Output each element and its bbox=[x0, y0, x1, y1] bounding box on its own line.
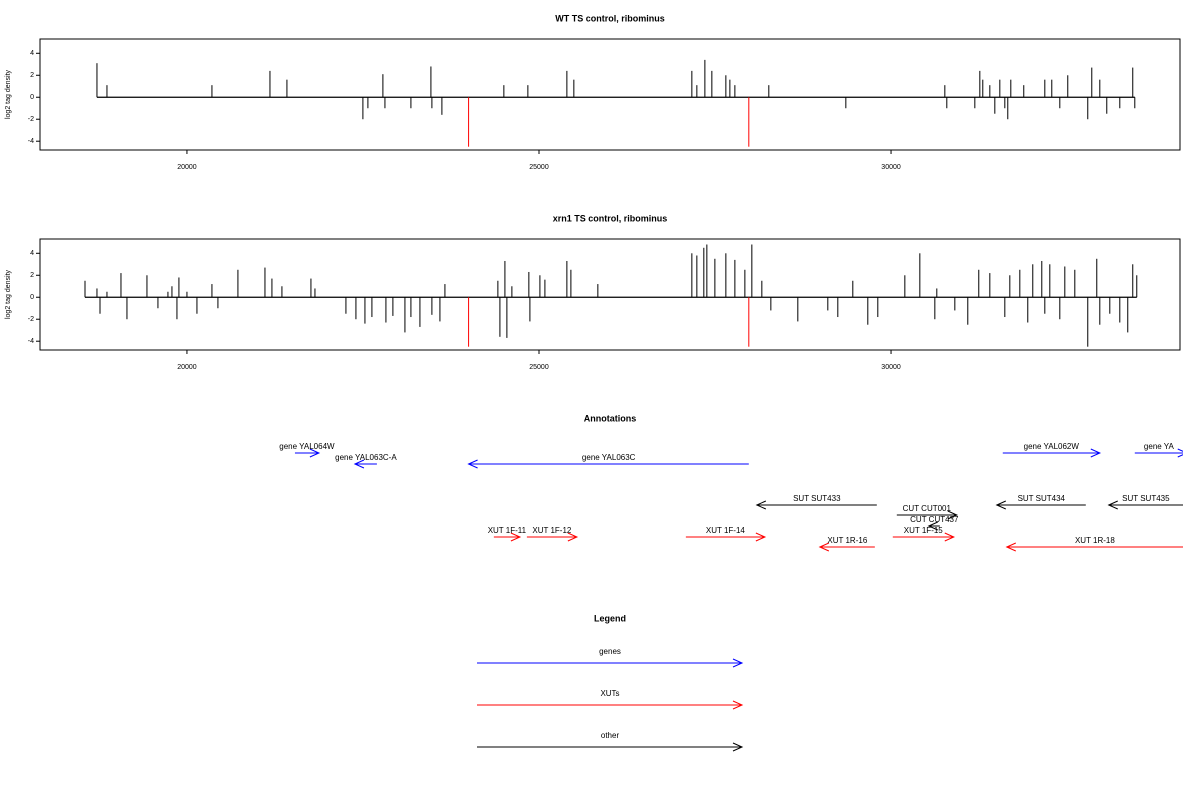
y-tick-label: -4 bbox=[28, 338, 34, 345]
feature: SUT SUT435 bbox=[1107, 494, 1183, 510]
y-tick-label: 0 bbox=[30, 294, 34, 301]
legend-arrow-head bbox=[732, 658, 744, 668]
legend-label: genes bbox=[599, 647, 621, 656]
chart-title: xrn1 TS control, ribominus bbox=[553, 213, 668, 223]
y-axis-label: log2 tag density bbox=[5, 269, 12, 319]
x-tick-label: 30000 bbox=[881, 364, 901, 371]
x-tick-label: 30000 bbox=[881, 164, 901, 171]
feature: CUT CUT001 bbox=[896, 504, 959, 520]
legend-label: other bbox=[601, 731, 620, 740]
feature: gene YAL063C bbox=[467, 453, 749, 469]
feature-label: XUT 1F-15 bbox=[904, 526, 944, 535]
feature-arrow-head bbox=[818, 542, 830, 552]
plot-frame bbox=[39, 38, 1181, 151]
feature-arrow-head bbox=[755, 532, 767, 542]
feature: gene YAL063C-A bbox=[335, 453, 397, 469]
feature-label: XUT 1F-12 bbox=[532, 526, 572, 535]
feature: gene YAL064W bbox=[279, 442, 335, 458]
feature: gene YAL062W bbox=[1002, 442, 1102, 458]
plot-frame bbox=[39, 238, 1181, 351]
feature: XUT 1F-15 bbox=[892, 526, 956, 542]
feature-arrow-head bbox=[309, 448, 321, 458]
feature: XUT 1F-11 bbox=[488, 526, 527, 542]
feature-label: CUT CUT001 bbox=[903, 504, 952, 513]
feature-label: SUT SUT433 bbox=[793, 494, 841, 503]
feature: XUT 1F-14 bbox=[685, 526, 767, 542]
feature-label: CUT CUT437 bbox=[910, 515, 959, 524]
y-axis-label: log2 tag density bbox=[5, 69, 12, 119]
x-tick-label: 20000 bbox=[177, 364, 197, 371]
y-tick-label: -4 bbox=[28, 138, 34, 145]
x-tick-label: 25000 bbox=[529, 364, 549, 371]
feature-arrow-head bbox=[927, 521, 938, 531]
feature: gene YA bbox=[1134, 442, 1183, 458]
annotations-title: Annotations bbox=[584, 413, 637, 423]
feature-label: gene YAL063C-A bbox=[335, 453, 397, 462]
feature: XUT 1F-12 bbox=[526, 526, 579, 542]
feature: CUT CUT437 bbox=[910, 515, 959, 531]
feature-arrow-head bbox=[1005, 542, 1016, 552]
chart-title: WT TS control, ribominus bbox=[555, 13, 665, 23]
feature-arrow-head bbox=[510, 532, 522, 542]
feature: SUT SUT433 bbox=[755, 494, 877, 510]
y-tick-label: -2 bbox=[28, 316, 34, 323]
y-tick-label: -2 bbox=[28, 116, 34, 123]
feature-arrow-head bbox=[755, 500, 767, 510]
feature-arrow-head bbox=[995, 500, 1006, 510]
x-tick-label: 20000 bbox=[177, 164, 197, 171]
feature-arrow-head bbox=[947, 510, 959, 520]
y-tick-label: 4 bbox=[30, 250, 34, 257]
y-tick-label: 2 bbox=[30, 72, 34, 79]
legend-arrow-head bbox=[732, 742, 744, 752]
feature-label: gene YAL062W bbox=[1024, 442, 1080, 451]
y-tick-label: 2 bbox=[30, 272, 34, 279]
legend-arrow-head bbox=[732, 700, 744, 710]
feature-label: XUT 1R-18 bbox=[1075, 536, 1115, 545]
feature-label: gene YAL064W bbox=[279, 442, 335, 451]
feature-label: XUT 1R-16 bbox=[827, 536, 867, 545]
feature: XUT 1R-18 bbox=[1005, 536, 1183, 552]
feature-arrow-head bbox=[1107, 500, 1118, 510]
feature-label: gene YAL063C bbox=[582, 453, 636, 462]
feature-arrow-head bbox=[1090, 448, 1102, 458]
legend-label: XUTs bbox=[600, 689, 619, 698]
feature-arrow-head bbox=[467, 459, 478, 469]
feature-arrow-head bbox=[944, 532, 956, 542]
feature-label: XUT 1F-14 bbox=[706, 526, 746, 535]
feature-label: SUT SUT435 bbox=[1122, 494, 1170, 503]
y-tick-label: 4 bbox=[30, 50, 34, 57]
feature: XUT 1R-16 bbox=[818, 536, 875, 552]
feature-label: gene YA bbox=[1144, 442, 1175, 451]
feature: SUT SUT434 bbox=[995, 494, 1086, 510]
y-tick-label: 0 bbox=[30, 94, 34, 101]
feature-arrow-head bbox=[353, 459, 365, 469]
feature-arrow-head bbox=[1177, 448, 1183, 458]
feature-arrow-head bbox=[567, 532, 579, 542]
legend-title: Legend bbox=[594, 613, 626, 623]
feature-label: SUT SUT434 bbox=[1018, 494, 1066, 503]
x-tick-label: 25000 bbox=[529, 164, 549, 171]
feature-label: XUT 1F-11 bbox=[488, 526, 527, 535]
